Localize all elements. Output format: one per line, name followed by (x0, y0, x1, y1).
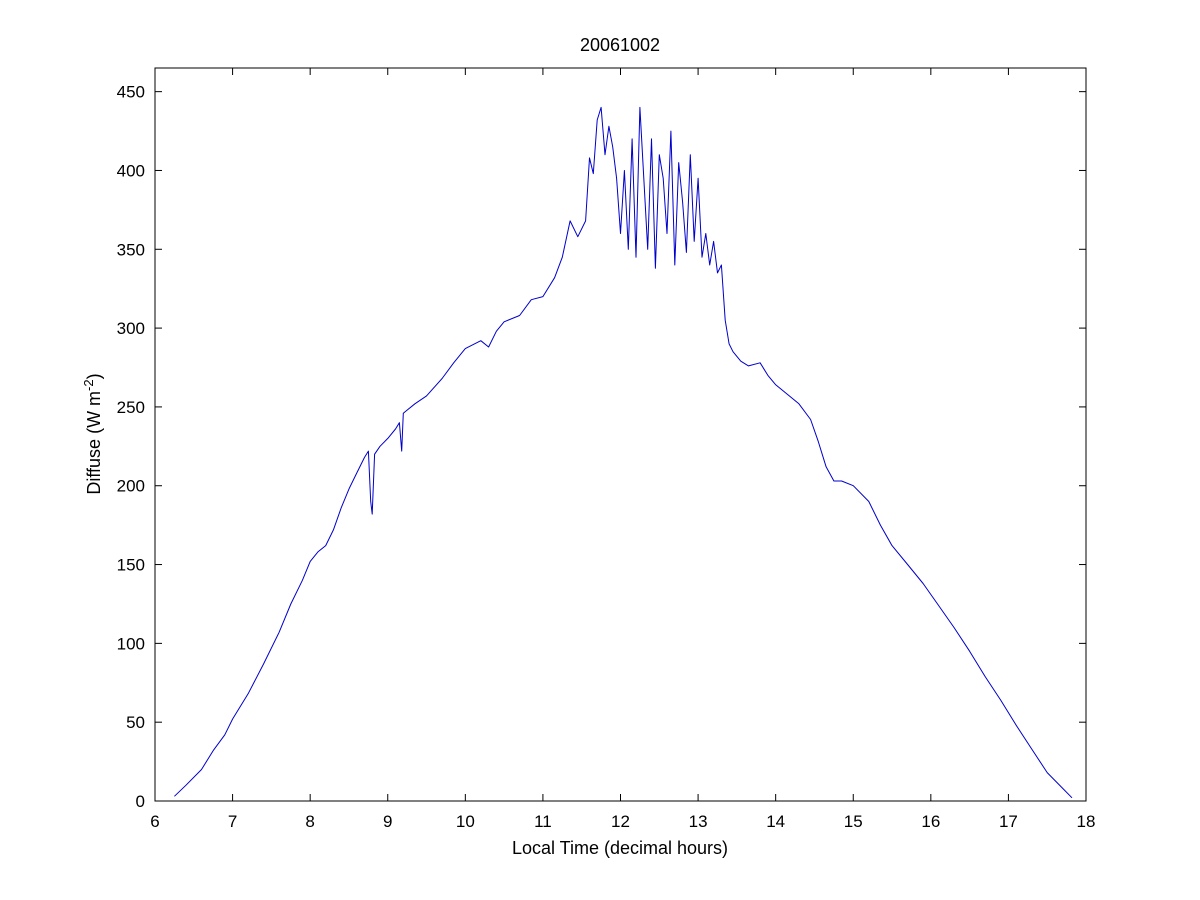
y-tick-label: 50 (126, 713, 145, 732)
y-tick-label: 300 (117, 319, 145, 338)
y-axis-title: Diffuse (W m-2) (81, 373, 104, 494)
x-tick-label: 12 (611, 812, 630, 831)
ticks-layer: 6 7 8 9 10 11 12 13 14 15 16 17 18 0 50 100 150 200 250 300… (117, 68, 1096, 831)
x-tick-label: 10 (456, 812, 475, 831)
x-tick-label: 8 (305, 812, 314, 831)
chart-title: 20061002 (580, 35, 660, 55)
x-tick-label: 11 (534, 812, 552, 831)
y-tick-label: 150 (117, 556, 145, 575)
y-tick-label: 400 (117, 161, 145, 180)
diffuse-series-line (174, 106, 1073, 799)
x-tick-label: 17 (999, 812, 1018, 831)
y-axis-title-base: Diffuse (W m (84, 391, 104, 495)
y-tick-label: 450 (117, 83, 145, 102)
x-tick-label: 6 (150, 812, 159, 831)
y-tick-label: 200 (117, 477, 145, 496)
plot-background (155, 68, 1086, 801)
x-tick-label: 7 (228, 812, 237, 831)
y-tick-label: 0 (136, 792, 145, 811)
x-tick-label: 18 (1077, 812, 1096, 831)
y-axis-title-close: ) (84, 373, 104, 379)
y-axis-title-superscript: -2 (81, 379, 96, 391)
x-tick-label: 14 (766, 812, 785, 831)
y-tick-label: 100 (117, 634, 145, 653)
y-tick-label: 250 (117, 398, 145, 417)
plot-frame (154, 67, 1087, 802)
x-axis-title: Local Time (decimal hours) (512, 838, 728, 858)
y-tick-label: 350 (117, 240, 145, 259)
x-tick-label: 9 (383, 812, 392, 831)
x-tick-label: 15 (844, 812, 863, 831)
series-layer (174, 106, 1073, 799)
x-tick-label: 13 (689, 812, 708, 831)
x-tick-label: 16 (921, 812, 940, 831)
